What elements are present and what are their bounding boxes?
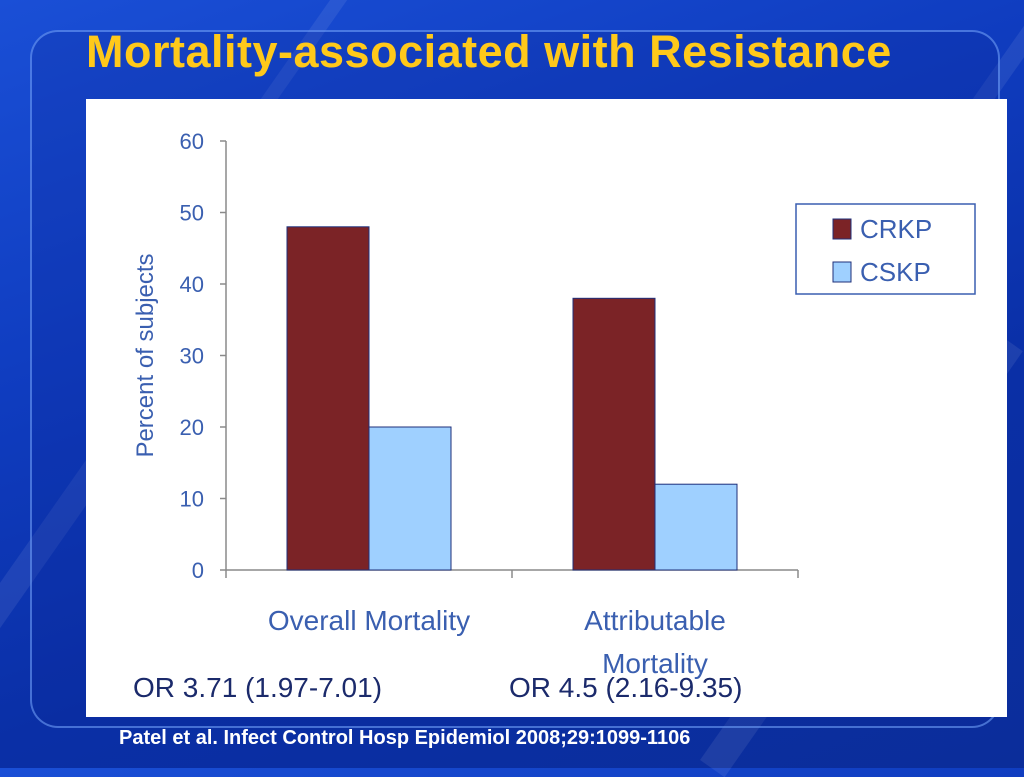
- bar-crkp-1: [286, 226, 370, 571]
- y-tick-label: 40: [180, 272, 204, 297]
- bar-crkp-2: [572, 297, 656, 571]
- x-category-label: Overall Mortality: [268, 605, 470, 636]
- legend-label-crkp: CRKP: [860, 214, 932, 244]
- citation: Patel et al. Infect Control Hosp Epidemi…: [119, 727, 691, 749]
- legend-label-cskp: CSKP: [860, 257, 931, 287]
- y-axis-label: Percent of subjects: [132, 253, 159, 457]
- x-category-label: Mortality: [602, 648, 708, 679]
- y-tick-label: 20: [180, 415, 204, 440]
- y-tick-label: 10: [180, 487, 204, 512]
- odds-ratio-overall: OR 3.71 (1.97-7.01): [133, 672, 383, 703]
- bar-cskp-2: [654, 483, 738, 571]
- y-tick-label: 30: [180, 344, 204, 369]
- chart-panel: 0 10 20 30 40 50 60 Percent of subjects Overall …: [86, 99, 1007, 717]
- x-category-label: Attributable: [584, 605, 726, 636]
- y-tick-label: 50: [180, 201, 204, 226]
- y-tick-label: 0: [192, 558, 204, 583]
- bar-chart: 0 10 20 30 40 50 60 Percent of subjects Overall …: [132, 129, 976, 679]
- slide-title: Mortality-associated with Resistance: [86, 26, 892, 77]
- bar-cskp-1: [368, 426, 452, 571]
- y-tick-label: 60: [180, 129, 204, 154]
- legend-box: [795, 203, 976, 295]
- legend-swatch-crkp: [832, 218, 852, 240]
- odds-ratio-attributable: OR 4.5 (2.16-9.35): [509, 672, 743, 703]
- legend-swatch-cskp: [832, 261, 852, 283]
